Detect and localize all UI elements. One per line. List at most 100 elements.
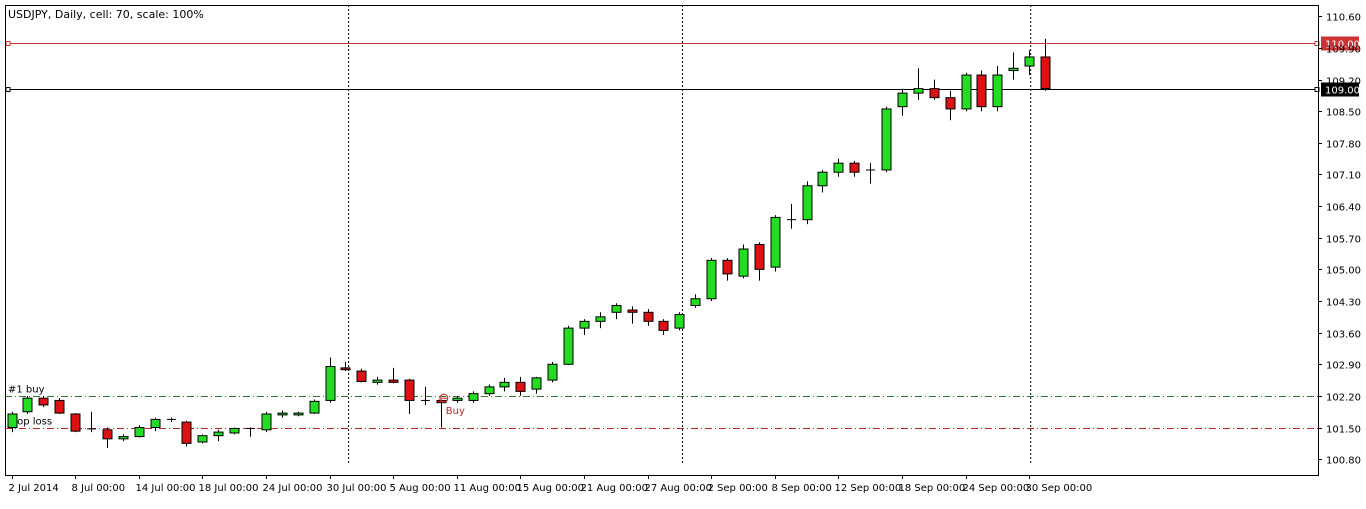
- plot-border: [5, 5, 1319, 476]
- y-tick-label: 110.60: [1326, 13, 1361, 24]
- candle-bull: [325, 366, 336, 401]
- candle-bull: [452, 397, 463, 401]
- level-line-label: #1 buy: [8, 385, 45, 396]
- x-tick-label: 30 Sep 00:00: [1026, 483, 1093, 494]
- y-tick-label: 101.50: [1326, 425, 1361, 436]
- x-tick-label: 18 Jul 00:00: [199, 483, 259, 494]
- candle-bear: [643, 311, 654, 322]
- x-tick-label: 24 Jul 00:00: [263, 483, 323, 494]
- candle-bear: [54, 399, 65, 414]
- period-separators: [348, 5, 1032, 465]
- candles: [7, 38, 1051, 448]
- candle-bull: [372, 379, 383, 383]
- x-tick-label: 21 Aug 00:00: [581, 483, 648, 494]
- candle-bull: [547, 363, 558, 381]
- price-axis: 110.60 109.90 109.20 108.50 107.80 107.10 106.…: [1318, 13, 1361, 467]
- chart-title: USDJPY, Daily, cell: 70, scale: 100%: [8, 8, 204, 21]
- candle-bull: [229, 427, 240, 434]
- x-tick-label: 15 Aug 00:00: [517, 483, 584, 494]
- candle-bear: [627, 309, 638, 313]
- candle-bull: [499, 381, 510, 388]
- horizontal-lines: #1 buy stop loss 110.00 109.00: [5, 36, 1360, 429]
- candle-bear: [945, 97, 956, 110]
- candle-bear: [340, 367, 351, 371]
- x-tick-label: 2 Sep 00:00: [708, 483, 768, 494]
- candle-bear: [976, 74, 987, 108]
- candle-bull: [118, 436, 129, 440]
- price-label: 109.00: [1325, 86, 1360, 97]
- candle-bull: [22, 397, 33, 413]
- x-tick-label: 8 Jul 00:00: [72, 483, 126, 494]
- candle-bear: [102, 429, 113, 440]
- y-tick-label: 109.20: [1326, 77, 1361, 88]
- candle-bear: [356, 370, 367, 382]
- line-handle: [5, 87, 11, 92]
- candle-bull: [468, 393, 479, 401]
- candle-bear: [38, 397, 49, 406]
- y-tick-label: 108.50: [1326, 108, 1361, 119]
- candle-bull: [611, 305, 622, 313]
- y-tick-label: 106.40: [1326, 203, 1361, 214]
- level-line-label: stop loss: [8, 417, 52, 428]
- candle-bull: [134, 427, 145, 438]
- price-label: 110.00: [1325, 40, 1360, 51]
- y-tick-label: 100.80: [1326, 456, 1361, 467]
- y-tick-label: 105.00: [1326, 266, 1361, 277]
- candle-bull: [738, 248, 749, 277]
- candle-bull: [531, 377, 542, 390]
- candle-bull: [150, 418, 161, 429]
- candle-bull: [277, 412, 288, 416]
- y-tick-label: 103.60: [1326, 330, 1361, 341]
- y-tick-label: 107.10: [1326, 171, 1361, 182]
- candle-bear: [722, 259, 733, 275]
- candle-bull: [213, 431, 224, 437]
- candle-bull: [674, 314, 685, 329]
- candle-bear: [404, 379, 415, 401]
- candle-bear: [658, 320, 669, 331]
- candle-bear: [849, 162, 860, 173]
- price-label-box: [1321, 82, 1359, 97]
- candle-bull: [7, 413, 18, 429]
- buy-annotation: Buy: [446, 406, 465, 417]
- candle-bull: [897, 92, 908, 108]
- candle-bear: [388, 379, 399, 383]
- candle-bull: [261, 413, 272, 431]
- candle-bull: [563, 327, 574, 365]
- y-tick-label: 102.20: [1326, 393, 1361, 404]
- candle-bull: [690, 298, 701, 307]
- candle-bear: [70, 413, 81, 432]
- candle-bull: [961, 74, 972, 110]
- candle-bull: [833, 162, 844, 173]
- x-tick-label: 5 Aug 00:00: [390, 483, 451, 494]
- y-tick-label: 102.90: [1326, 361, 1361, 372]
- time-axis: 2 Jul 2014 8 Jul 00:00 14 Jul 00:00 18 Jul …: [9, 475, 1093, 494]
- candle-bull: [802, 185, 813, 221]
- candle-bear: [929, 88, 940, 99]
- candle-bear: [515, 381, 526, 392]
- x-tick-label: 30 Jul 00:00: [327, 483, 387, 494]
- candle-bull: [1024, 56, 1035, 67]
- candle-bull: [881, 108, 892, 171]
- x-tick-label: 27 Aug 00:00: [645, 483, 712, 494]
- price-label-box: [1321, 36, 1359, 51]
- x-tick-label: 11 Aug 00:00: [454, 483, 521, 494]
- y-tick-label: 107.80: [1326, 140, 1361, 151]
- x-tick-label: 24 Sep 00:00: [963, 483, 1030, 494]
- x-tick-label: 12 Sep 00:00: [835, 483, 902, 494]
- candle-bull: [706, 259, 717, 300]
- candle-bear: [1040, 56, 1051, 90]
- candle-bull: [293, 412, 304, 416]
- annotations: Buy: [439, 393, 465, 417]
- candle-bull: [1008, 67, 1019, 72]
- candle-bull: [817, 171, 828, 187]
- candle-bear: [181, 421, 192, 444]
- line-handle: [5, 41, 11, 46]
- x-tick-label: 2 Jul 2014: [9, 483, 59, 494]
- candle-bull: [197, 435, 208, 443]
- candle-bull: [770, 216, 781, 268]
- x-tick-label: 8 Sep 00:00: [772, 483, 832, 494]
- x-tick-label: 14 Jul 00:00: [136, 483, 196, 494]
- y-tick-label: 109.90: [1326, 45, 1361, 56]
